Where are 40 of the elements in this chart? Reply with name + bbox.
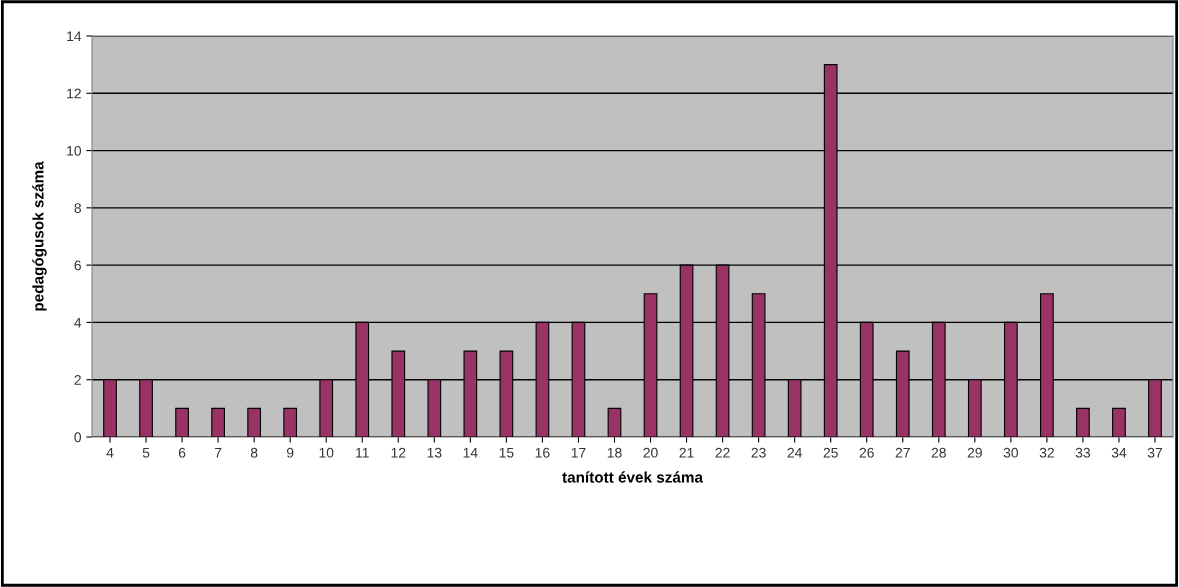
y-tick-label: 0: [74, 432, 82, 443]
x-tick-label: 11: [356, 447, 369, 458]
x-tick-label: 26: [859, 447, 874, 458]
x-tick-label: 17: [571, 447, 586, 458]
x-tick-label: 6: [178, 447, 186, 458]
y-tick-label: 14: [67, 31, 82, 42]
x-tick-label: 27: [895, 447, 910, 458]
y-tick-label: 4: [74, 317, 82, 328]
x-tick-label: 25: [823, 447, 838, 458]
x-tick-label: 24: [787, 447, 802, 458]
x-tick-label: 16: [535, 447, 550, 458]
x-tick-label: 10: [319, 447, 334, 458]
x-tick-label: 18: [607, 447, 622, 458]
x-tick-label: 12: [391, 447, 406, 458]
x-tick-label: 22: [715, 447, 730, 458]
x-tick-label: 15: [499, 447, 514, 458]
x-tick-label: 13: [427, 447, 442, 458]
x-tick-label: 14: [463, 447, 478, 458]
x-tick-label: 5: [142, 447, 150, 458]
x-tick-label: 8: [250, 447, 258, 458]
x-tick-label: 23: [751, 447, 766, 458]
y-tick-label: 8: [74, 203, 81, 214]
x-axis-title: tanított évek száma: [562, 471, 704, 483]
x-tick-label: 32: [1039, 447, 1054, 458]
x-tick-label: 20: [643, 447, 658, 458]
x-tick-label: 29: [967, 447, 982, 458]
y-axis-title: pedagógusok száma: [32, 161, 47, 311]
y-tick-label: 10: [67, 145, 82, 156]
x-tick-label: 21: [679, 447, 694, 458]
x-tick-label: 33: [1075, 447, 1091, 458]
x-tick-label: 37: [1147, 447, 1163, 458]
x-tick-label: 9: [286, 447, 294, 458]
x-tick-label: 34: [1111, 447, 1127, 458]
x-tick-label: 30: [1003, 447, 1019, 458]
x-tick-label: 28: [931, 447, 946, 458]
y-tick-label: 12: [67, 88, 81, 99]
y-tick-label: 6: [74, 260, 81, 271]
y-tick-label: 2: [74, 375, 81, 385]
x-tick-label: 4: [106, 447, 114, 458]
x-tick-label: 7: [214, 447, 222, 458]
